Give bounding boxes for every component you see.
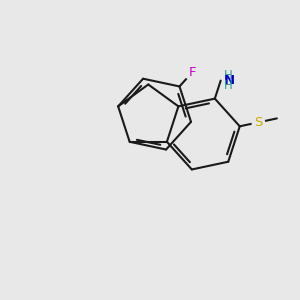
Text: H: H xyxy=(224,69,232,82)
Text: H: H xyxy=(224,79,232,92)
Text: F: F xyxy=(188,66,196,79)
Circle shape xyxy=(184,65,200,80)
Circle shape xyxy=(252,116,265,129)
Text: N: N xyxy=(224,74,235,87)
Text: S: S xyxy=(254,116,262,129)
